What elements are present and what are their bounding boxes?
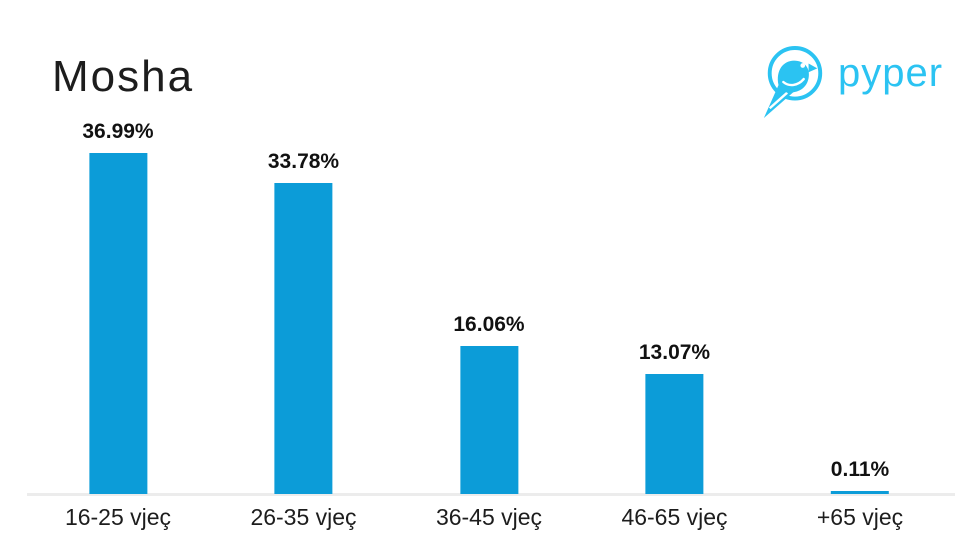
category-label: 36-45 vjeç [435, 504, 543, 530]
chart-title: Mosha [52, 52, 195, 101]
x-axis-line [27, 493, 955, 496]
bar-value-label: 16.06% [453, 313, 525, 336]
bar [459, 346, 518, 494]
pyper-bird-icon [763, 46, 823, 118]
bar [645, 374, 704, 494]
category-label: 16-25 vjeç [64, 504, 172, 530]
bar [830, 491, 889, 494]
category-label: 46-65 vjeç [621, 504, 728, 530]
pyper-logo: pyper [760, 44, 943, 120]
bar-group: 0.11% [831, 458, 889, 494]
bar-value-label: 0.11% [830, 458, 890, 481]
category-label: 26-35 vjeç [250, 504, 357, 530]
pyper-logo-text: pyper [838, 51, 944, 95]
bar-group: 13.07% [639, 341, 710, 494]
bar [88, 153, 147, 494]
bar-value-label: 36.99% [82, 120, 154, 143]
bar-group: 33.78% [268, 150, 339, 494]
bar [274, 183, 333, 494]
bar-value-label: 33.78% [267, 150, 340, 173]
category-label: +65 vjeç [816, 504, 904, 530]
bar-value-label: 13.07% [638, 341, 711, 364]
bar-group: 16.06% [453, 313, 525, 494]
bar-group: 36.99% [82, 120, 154, 494]
